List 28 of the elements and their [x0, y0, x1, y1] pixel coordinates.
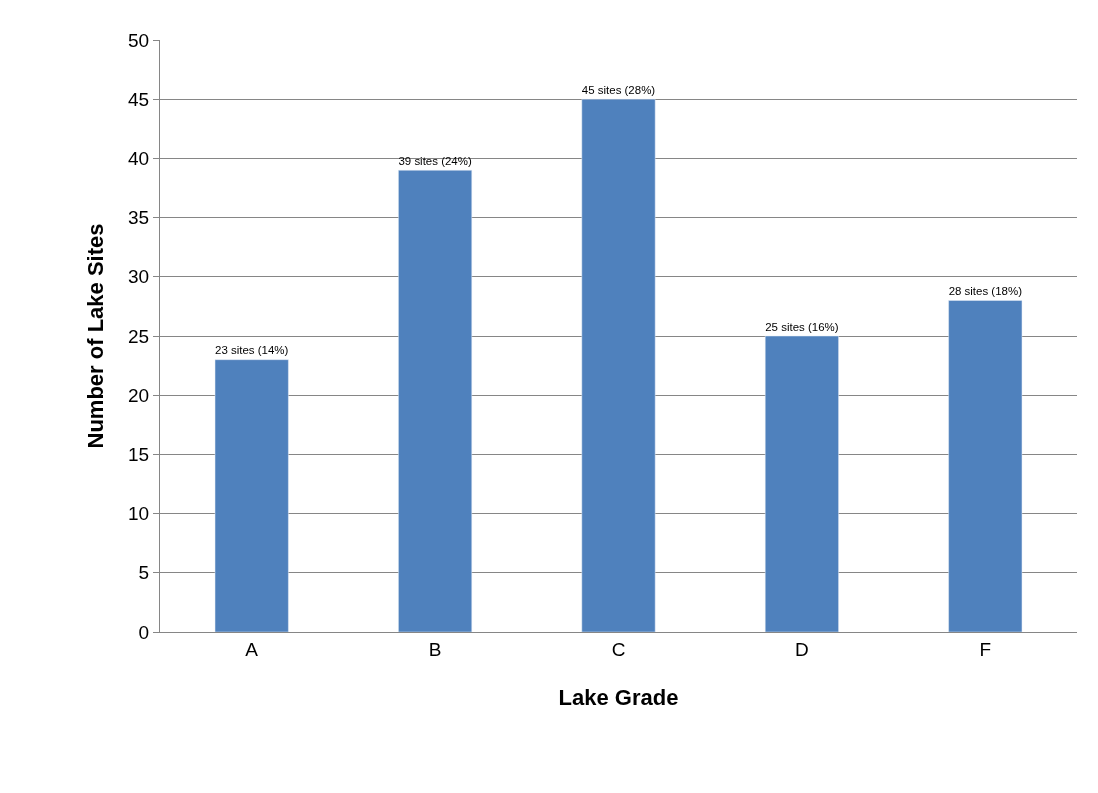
y-tick-label: 25 — [128, 325, 150, 347]
y-tick-label: 5 — [138, 562, 150, 584]
y-tick-label: 50 — [128, 29, 150, 51]
x-tick-label: A — [245, 638, 259, 660]
x-axis-title: Lake Grade — [558, 684, 679, 710]
x-tick-label: C — [611, 638, 626, 660]
bar — [764, 335, 839, 632]
bar — [214, 359, 289, 632]
y-tick-label: 10 — [128, 503, 150, 525]
y-tick-label: 0 — [138, 621, 150, 643]
data-label: 39 sites (24%) — [398, 154, 472, 167]
x-tick-label: B — [428, 638, 442, 660]
data-label: 23 sites (14%) — [215, 344, 289, 357]
y-tick-label: 40 — [128, 148, 150, 170]
y-tick-label: 45 — [128, 88, 150, 110]
y-tick-label: 30 — [128, 266, 150, 288]
data-label: 28 sites (18%) — [948, 285, 1023, 298]
y-tick-label: 15 — [128, 444, 150, 466]
bar — [948, 300, 1023, 632]
y-tick-label: 35 — [128, 207, 150, 229]
y-tick-label: 20 — [128, 384, 150, 406]
bar — [398, 169, 473, 632]
x-tick-label: D — [795, 638, 809, 660]
data-label: 25 sites (16%) — [765, 320, 839, 333]
bar — [581, 98, 656, 632]
x-tick-label: F — [979, 638, 992, 660]
data-label: 45 sites (28%) — [581, 83, 656, 96]
y-axis-title: Number of Lake Sites — [82, 223, 108, 449]
